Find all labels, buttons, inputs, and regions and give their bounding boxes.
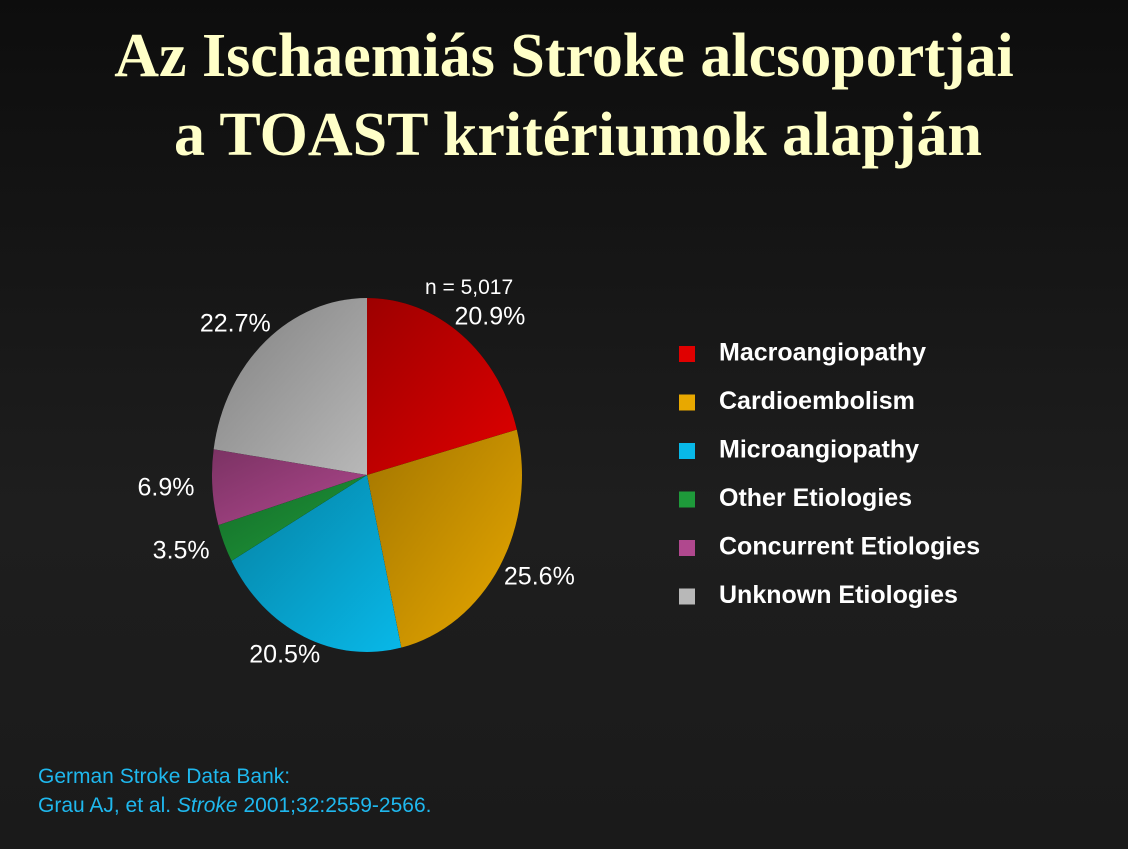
data-label: 25.6% (504, 562, 575, 590)
legend-label: Macroangiopathy (719, 339, 926, 367)
legend-label: Other Etiologies (719, 484, 912, 512)
legend-label: Microangiopathy (719, 436, 919, 464)
data-label: 20.9% (454, 303, 525, 331)
legend-label: Concurrent Etiologies (719, 533, 980, 561)
pie-slice (367, 429, 522, 648)
legend-swatch (679, 588, 695, 605)
source-authors: Grau AJ, et al. (38, 794, 172, 817)
chart-title: a TOAST kritériumok alapján (174, 101, 982, 169)
pie-slice (218, 475, 367, 561)
legend-swatch (679, 394, 695, 411)
data-label: 22.7% (200, 310, 271, 338)
chart-title: Az Ischaemiás Stroke alcsoportjai (114, 22, 1013, 90)
pie-slice (213, 298, 367, 475)
source-line: German Stroke Data Bank: (38, 765, 291, 788)
legend-label: Cardioembolism (719, 387, 915, 415)
data-label: 3.5% (153, 536, 210, 564)
legend-label: Unknown Etiologies (719, 581, 958, 609)
pie-slice (367, 298, 517, 475)
annotation: n = 5,017 (425, 276, 513, 299)
legend-swatch (679, 346, 695, 362)
pie-slice (231, 475, 402, 653)
source: German Stroke Data Bank: Grau AJ, et al.… (38, 762, 438, 820)
legend-swatch (679, 491, 695, 508)
data-label: 6.9% (138, 474, 195, 502)
data-label: 20.5% (249, 641, 320, 669)
source-ref: 2001;32:2559-2566. (243, 794, 432, 817)
source-journal: Stroke (176, 794, 238, 817)
legend-swatch (679, 540, 695, 556)
pie-slice (212, 449, 367, 526)
legend-swatch (679, 443, 695, 459)
